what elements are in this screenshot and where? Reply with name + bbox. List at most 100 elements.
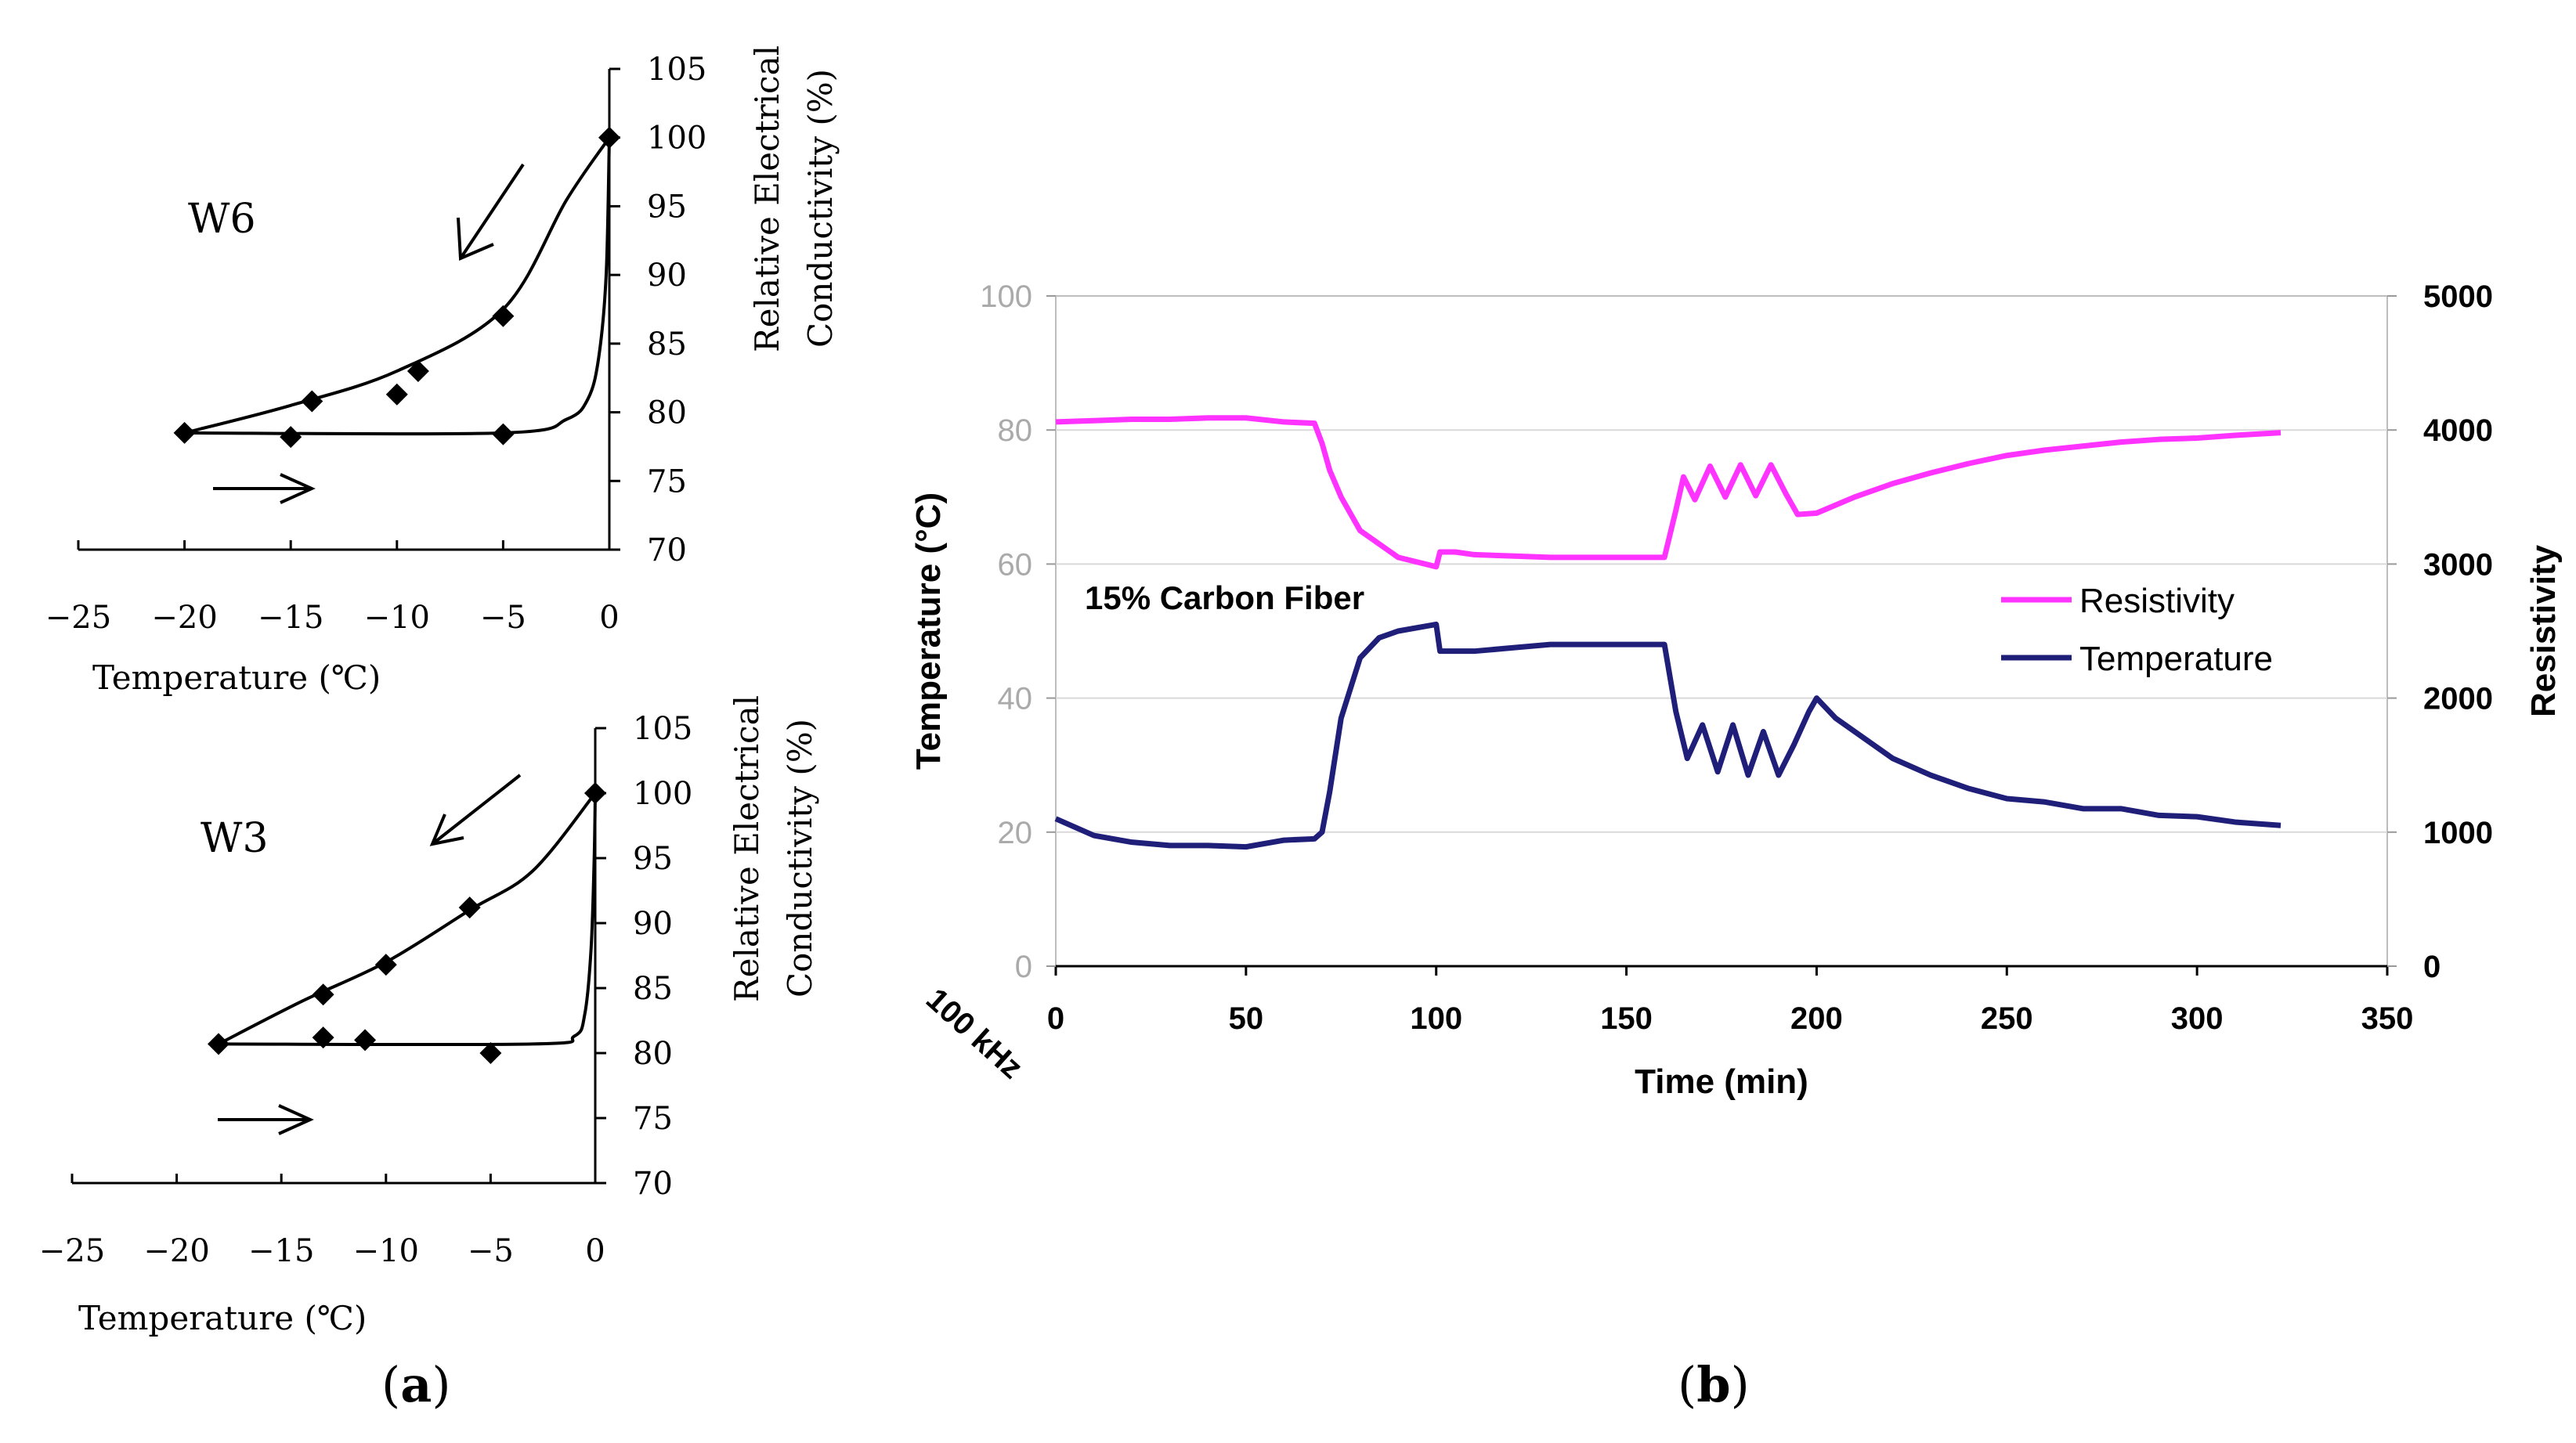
y-tick-label: 75 xyxy=(647,464,687,500)
legend: Resistivity Temperature xyxy=(2001,582,2273,678)
y2-tick-label: 0 xyxy=(2423,950,2441,984)
panel-a-top-chart: W6 −25 −20 −15 −10 −5 0 70 75 80 85 90 95 100 105 Te… xyxy=(45,45,840,697)
y-tick-label: 80 xyxy=(998,413,1033,448)
data-point-diamond xyxy=(492,423,515,446)
caption-b: (b) xyxy=(1678,1356,1750,1413)
y-tick-label: 40 xyxy=(998,682,1033,716)
x-tick-label: −25 xyxy=(39,1233,105,1269)
series-line-resistivity xyxy=(1055,415,2282,570)
cooling-arrow-icon xyxy=(429,774,522,846)
data-point-diamond xyxy=(354,1029,377,1052)
cooling-curve xyxy=(184,136,611,435)
x-tick-label: −15 xyxy=(248,1233,314,1269)
y2-tick-label: 5000 xyxy=(2423,280,2493,314)
data-point-diamond xyxy=(312,1026,334,1049)
y-axis-title: Temperature (°C) xyxy=(909,492,948,770)
data-point-diamond xyxy=(584,782,606,804)
x-axis-title: Time (min) xyxy=(1635,1062,1808,1101)
y-tick-label: 95 xyxy=(647,189,687,225)
legend-label-temperature: Temperature xyxy=(2079,640,2273,678)
y2-tick-labels: 0 1000 2000 3000 4000 5000 xyxy=(2423,280,2493,984)
y2-tick-label: 4000 xyxy=(2423,413,2493,448)
axis-ticks xyxy=(70,727,606,1185)
data-point-diamond xyxy=(385,383,408,406)
heating-curve xyxy=(219,792,597,1047)
gridlines xyxy=(1056,429,2387,833)
y-tick-label: 95 xyxy=(633,841,673,877)
x-tick-label: −5 xyxy=(468,1233,514,1269)
x-tick-label: 0 xyxy=(1047,1001,1064,1036)
y-tick-label: 100 xyxy=(633,776,692,812)
y2-tick-label: 1000 xyxy=(2423,816,2493,850)
panel-b-chart: 0 50 100 150 200 250 300 350 0 20 40 60 80 100 0 1000… xyxy=(909,280,2563,1101)
x-tick-label: 0 xyxy=(599,600,619,636)
x-tick-label: 100 xyxy=(1410,1001,1462,1036)
data-point-diamond xyxy=(173,421,196,444)
data-point-diamond xyxy=(312,983,334,1006)
cooling-curve xyxy=(218,792,597,1046)
y2-tick-label: 2000 xyxy=(2423,682,2493,716)
data-point-diamond xyxy=(598,126,620,149)
series-line-temperature xyxy=(1054,621,2282,850)
panel-a-bottom-chart: W3 −25 −20 −15 −10 −5 0 70 75 80 85 90 95 100 105 Te… xyxy=(39,695,819,1337)
y-tick-label: 105 xyxy=(633,711,692,747)
series-label-w6: W6 xyxy=(188,196,256,243)
y-tick-label: 70 xyxy=(647,532,687,568)
data-point-diamond xyxy=(301,390,323,413)
x-axis-title: Temperature (℃) xyxy=(92,658,381,697)
data-point-diamond xyxy=(280,426,302,449)
y-tick-labels: 70 75 80 85 90 95 100 105 xyxy=(633,711,692,1202)
y-tick-label: 100 xyxy=(980,280,1032,314)
series-label-w3: W3 xyxy=(201,815,269,862)
x-tick-label: −5 xyxy=(480,600,526,636)
y-tick-label: 60 xyxy=(998,547,1033,582)
y-tick-labels: 70 75 80 85 90 95 100 105 xyxy=(647,52,706,568)
data-point-diamond xyxy=(492,305,515,327)
x-tick-label: −20 xyxy=(143,1233,209,1269)
data-point-diamond xyxy=(374,954,397,976)
y-tick-labels: 0 20 40 60 80 100 xyxy=(980,280,1032,984)
x-tick-label: −25 xyxy=(45,600,111,636)
y2-tick-label: 3000 xyxy=(2423,547,2493,582)
x-tick-labels: −25 −20 −15 −10 −5 0 xyxy=(45,600,620,636)
y-tick-label: 70 xyxy=(633,1166,673,1202)
data-point-diamond xyxy=(208,1033,230,1055)
y-tick-label: 80 xyxy=(633,1036,673,1072)
heating-arrow-icon xyxy=(218,1104,314,1135)
plot-area-frame xyxy=(1055,295,2388,967)
y-tick-label: 100 xyxy=(647,121,706,157)
x-tick-label: 250 xyxy=(1981,1001,2033,1036)
heating-arrow-icon xyxy=(213,473,316,504)
caption-a: (a) xyxy=(381,1356,451,1413)
data-points xyxy=(173,126,620,449)
axis-ticks xyxy=(77,67,620,551)
x-tick-label: −20 xyxy=(151,600,217,636)
y-tick-label: 0 xyxy=(1015,950,1032,984)
x-tick-label: 0 xyxy=(585,1233,605,1269)
x-tick-label: 50 xyxy=(1229,1001,1264,1036)
data-point-diamond xyxy=(458,896,481,919)
axis-ticks xyxy=(1046,295,2397,976)
y-axis-title-line2: Conductivity (%) xyxy=(801,69,840,348)
x-tick-label: −10 xyxy=(353,1233,419,1269)
heating-curve xyxy=(184,137,611,436)
annotation-text: 15% Carbon Fiber xyxy=(1085,579,1364,616)
x-tick-labels: −25 −20 −15 −10 −5 0 xyxy=(39,1233,605,1269)
y-tick-label: 90 xyxy=(633,906,673,942)
frequency-label: 100 kHz xyxy=(919,982,1029,1085)
y-tick-label: 75 xyxy=(633,1101,673,1137)
x-tick-label: −10 xyxy=(364,600,430,636)
y-axis-title-line1: Relative Electrical xyxy=(728,695,766,1002)
y-tick-label: 20 xyxy=(998,816,1033,850)
x-tick-label: 200 xyxy=(1790,1001,1843,1036)
y-axis-title-line1: Relative Electrical xyxy=(748,45,786,352)
y-tick-label: 80 xyxy=(647,395,687,431)
x-axis-title: Temperature (℃) xyxy=(78,1299,367,1337)
x-tick-label: 350 xyxy=(2361,1001,2414,1036)
x-tick-label: 300 xyxy=(2171,1001,2224,1036)
data-point-diamond xyxy=(406,359,429,382)
legend-label-resistivity: Resistivity xyxy=(2079,582,2235,620)
y2-axis-title: Resistivity xyxy=(2524,544,2563,717)
y-tick-label: 85 xyxy=(633,971,673,1007)
